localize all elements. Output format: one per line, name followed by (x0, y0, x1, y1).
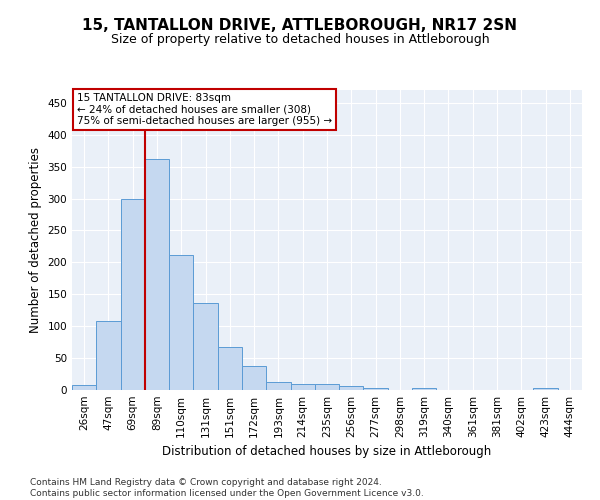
Y-axis label: Number of detached properties: Number of detached properties (29, 147, 42, 333)
Bar (290, 384, 315, 390)
Bar (242, 366, 266, 390)
Bar (72, 385, 96, 390)
Bar (96, 321, 121, 390)
Bar (412, 388, 436, 390)
Bar (339, 386, 364, 390)
Bar (364, 388, 388, 390)
Bar (121, 198, 145, 390)
Bar (169, 254, 193, 390)
Text: Size of property relative to detached houses in Attleborough: Size of property relative to detached ho… (110, 32, 490, 46)
Bar (193, 303, 218, 390)
Bar (266, 382, 290, 390)
Bar (533, 388, 558, 390)
Text: Contains HM Land Registry data © Crown copyright and database right 2024.
Contai: Contains HM Land Registry data © Crown c… (30, 478, 424, 498)
Text: 15, TANTALLON DRIVE, ATTLEBOROUGH, NR17 2SN: 15, TANTALLON DRIVE, ATTLEBOROUGH, NR17 … (83, 18, 517, 32)
X-axis label: Distribution of detached houses by size in Attleborough: Distribution of detached houses by size … (163, 446, 491, 458)
Bar (218, 346, 242, 390)
Bar (315, 384, 339, 390)
Text: 15 TANTALLON DRIVE: 83sqm
← 24% of detached houses are smaller (308)
75% of semi: 15 TANTALLON DRIVE: 83sqm ← 24% of detac… (77, 93, 332, 126)
Bar (145, 159, 169, 390)
